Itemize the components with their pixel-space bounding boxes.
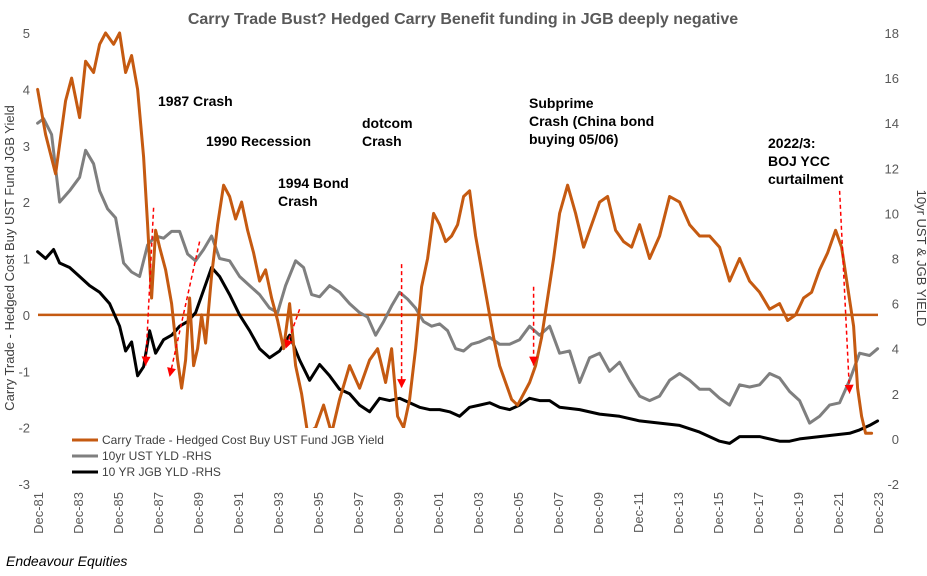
annotation-text: dotcom [362,115,413,131]
right-y-tick-label: 14 [885,116,899,131]
left-y-ticks: 5 4 3 2 1 0 -1 -2 -3 [18,26,30,492]
left-y-tick-label: 2 [23,195,30,210]
left-y-tick-label: 5 [23,26,30,41]
annotation-arrowhead [141,356,151,366]
annotation-text: 1994 Bond [278,175,349,191]
right-y-tick-label: 4 [892,342,899,357]
annotation-box [525,92,685,152]
x-tick-label: Dec-87 [151,492,166,534]
annotation-arrowhead [844,384,854,394]
annotation-layer: 1987 Crash 1990 Recession 1994 Bond Crash do… [141,90,864,394]
left-y-tick-label: 3 [23,139,30,154]
x-tick-label: Dec-15 [711,492,726,534]
annotation-arrow [168,241,201,378]
right-y-tick-label: 16 [885,71,899,86]
x-tick-label: Dec-81 [31,492,46,534]
x-ticks: Dec-81 Dec-83 Dec-85 Dec-87 Dec-89 Dec-91 Dec-… [31,492,886,534]
annotation-text: buying 05/06) [529,131,618,147]
annotation-box [358,112,432,154]
legend-box [68,428,486,482]
x-tick-label: Dec-09 [591,492,606,534]
annotation-box [764,132,864,192]
annotation-arrowhead [397,379,407,389]
x-tick-label: Dec-23 [871,492,886,534]
x-tick-label: Dec-01 [431,492,446,534]
x-tick-label: Dec-91 [231,492,246,534]
annotation-text: Crash [278,193,318,209]
series-layer [36,31,880,445]
annotation-text: BOJ YCC [768,153,830,169]
series-line-2 [36,248,880,445]
x-tick-label: Dec-17 [751,492,766,534]
x-tick-label: Dec-07 [551,492,566,534]
x-tick-label: Dec-97 [351,492,366,534]
annotation-box [202,130,332,154]
x-tick-label: Dec-85 [111,492,126,534]
series-line-0 [36,31,874,435]
legend: Carry Trade - Hedged Cost Buy UST Fund J… [68,428,486,482]
annotation-box [154,90,250,114]
right-y-tick-label: 8 [892,252,899,267]
right-y-tick-label: 12 [885,161,899,176]
annotation-text: Crash [362,133,402,149]
chart-title: Carry Trade Bust? Hedged Carry Benefit f… [188,11,738,28]
legend-label: 10yr UST YLD -RHS [102,449,212,463]
right-y-tick-label: 6 [892,297,899,312]
x-tick-label: Dec-11 [631,492,646,533]
right-y-tick-label: -2 [887,477,899,492]
x-tick-label: Dec-21 [831,492,846,534]
legend-label: Carry Trade - Hedged Cost Buy UST Fund J… [102,433,384,447]
annotation-text: Crash (China bond [529,113,654,129]
left-y-tick-label: -2 [18,421,30,436]
right-y-tick-label: 18 [885,26,899,41]
right-y-tick-label: 0 [892,432,899,447]
x-tick-label: Dec-03 [471,492,486,534]
x-tick-label: Dec-95 [311,492,326,534]
x-tick-label: Dec-89 [191,492,206,534]
annotation-text: 2022/3: [768,135,815,151]
x-tick-label: Dec-19 [791,492,806,534]
annotation-text: curtailment [768,171,844,187]
x-tick-label: Dec-13 [671,492,686,534]
annotation-text: Subprime [529,95,594,111]
right-y-ticks: 18 16 14 12 10 8 6 4 2 0 -2 [885,26,899,492]
annotation-arrow [144,207,155,366]
right-axis-label: 10yr UST & JGB YIELD [914,190,927,327]
left-y-tick-label: 4 [23,82,30,97]
x-tick-label: Dec-83 [71,492,86,534]
annotation-arrowhead [529,356,539,366]
annotation-arrowhead [167,367,176,377]
annotation-arrowhead [284,338,293,349]
left-y-tick-label: 0 [23,308,30,323]
annotation-arrow [838,190,851,394]
left-y-tick-label: 1 [23,252,30,267]
annotation-text: 1990 Recession [206,133,311,149]
x-tick-label: Dec-99 [391,492,406,534]
footer-source: Endeavour Equities [6,553,127,569]
right-y-tick-label: 10 [885,206,899,221]
series-line-1 [36,117,880,425]
annotation-text: 1987 Crash [158,93,233,109]
annotation-box [274,172,370,214]
left-y-tick-label: -3 [18,477,30,492]
left-axis-label: Carry Trade - Hedged Cost Buy UST Fund J… [2,105,17,410]
legend-label: 10 YR JGB YLD -RHS [102,465,221,479]
x-tick-label: Dec-05 [511,492,526,534]
left-y-tick-label: -1 [18,364,30,379]
right-y-tick-label: 2 [892,387,899,402]
x-tick-label: Dec-93 [271,492,286,534]
